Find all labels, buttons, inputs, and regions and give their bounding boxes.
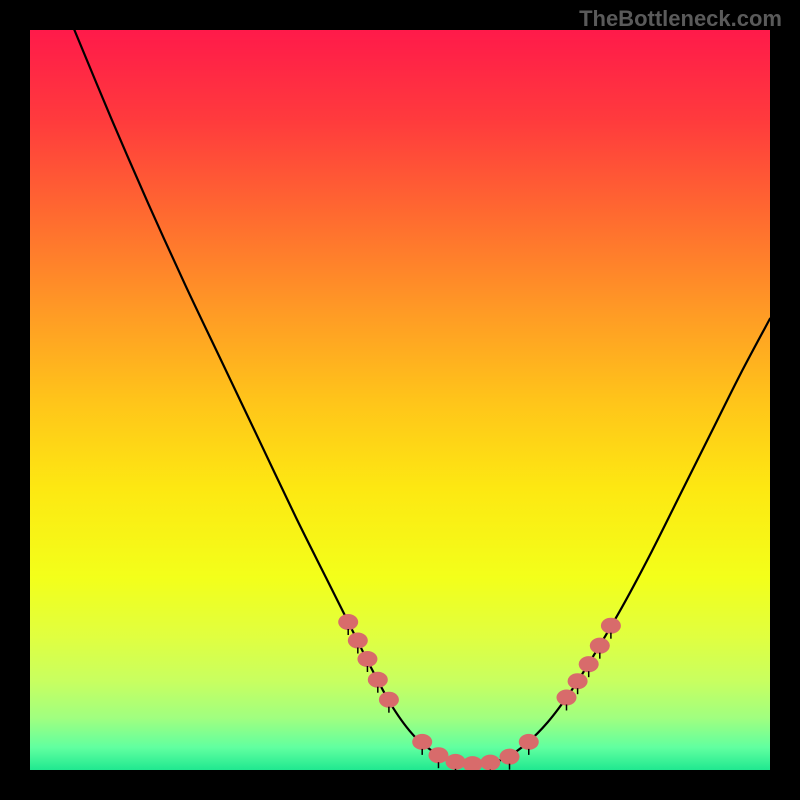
watermark-text: TheBottleneck.com [579,6,782,32]
curve-marker [557,689,577,705]
curve-marker [428,747,448,763]
curve-marker [579,656,599,672]
curve-marker [368,672,388,688]
curve-marker [500,749,520,765]
curve-marker [379,692,399,708]
curve-marker [568,673,588,689]
curve-marker [601,618,621,634]
curve-marker [446,754,466,770]
bottleneck-curve-chart [30,30,770,770]
curve-marker [480,755,500,770]
curve-marker [357,651,377,667]
chart-background [30,30,770,770]
curve-marker [590,638,610,654]
curve-marker [519,734,539,750]
chart-area [30,30,770,770]
curve-marker [338,614,358,630]
curve-marker [348,633,368,649]
curve-marker [412,734,432,750]
